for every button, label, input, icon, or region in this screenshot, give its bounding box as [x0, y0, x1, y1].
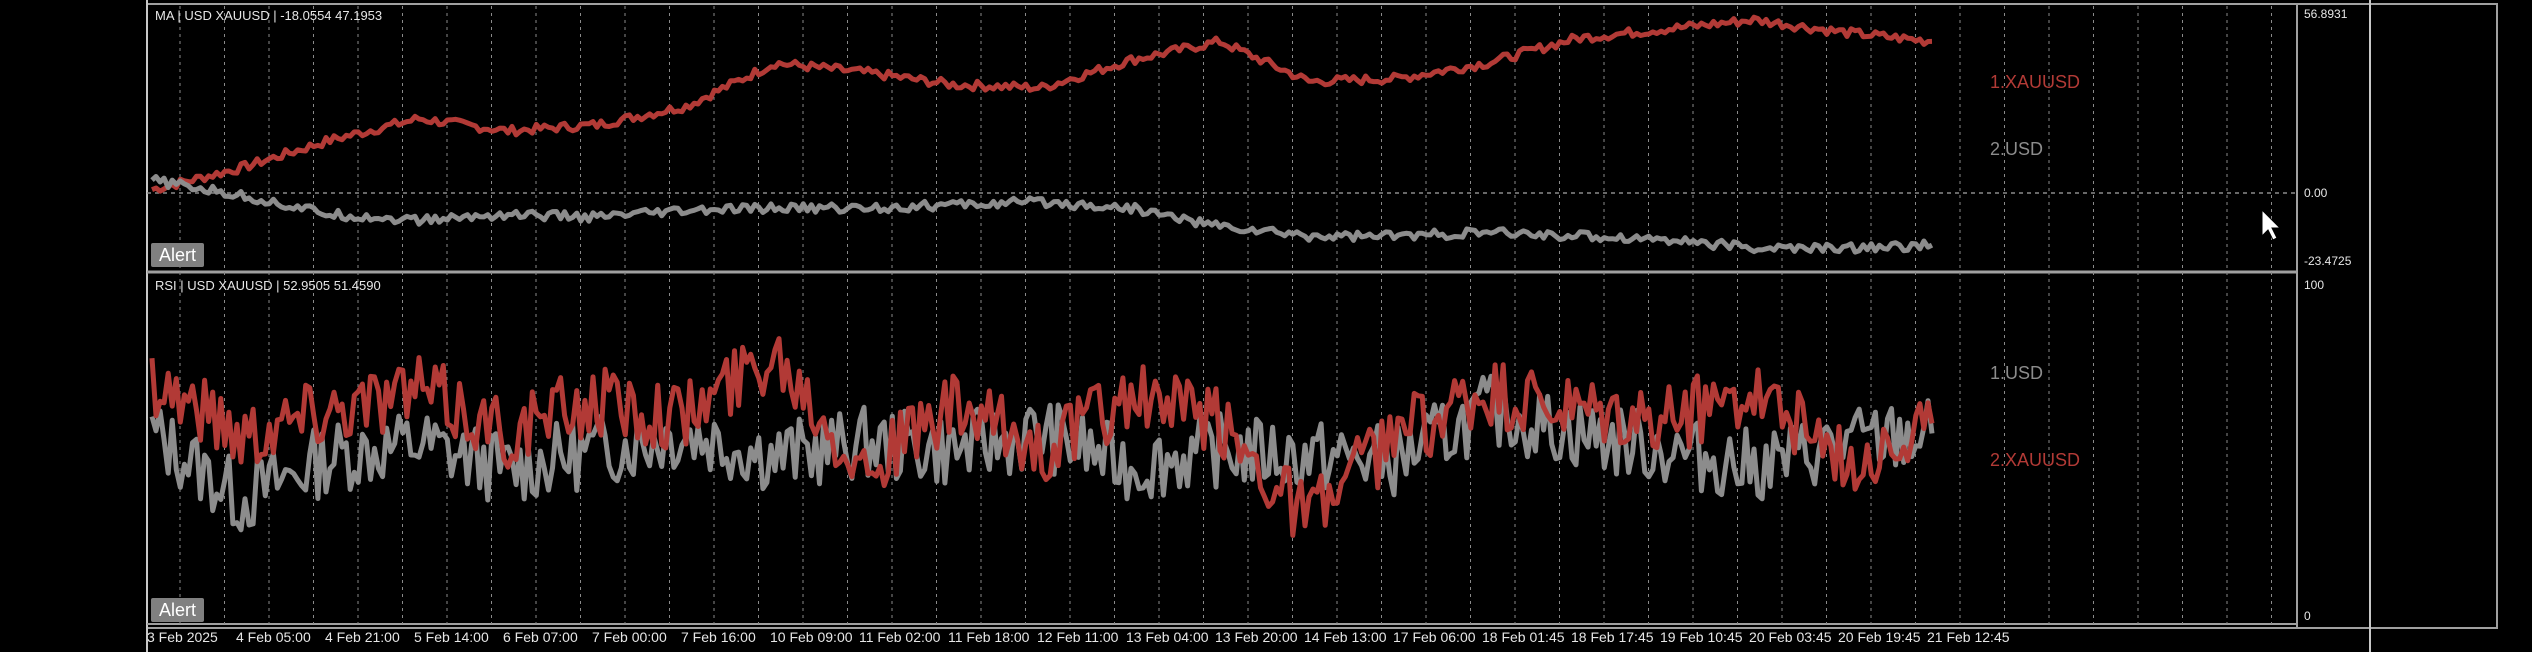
chart-border — [146, 3, 2498, 629]
rsi-alert-button[interactable]: Alert — [151, 598, 205, 622]
rsi-legend-xauusd: 2.XAUUSD — [1990, 450, 2081, 470]
time-axis-label: 20 Feb 03:45 — [1749, 629, 1832, 645]
time-axis-label: 21 Feb 12:45 — [1927, 629, 2010, 645]
rsi-scale-top: 100 — [2304, 278, 2325, 292]
rsi-panel-label: RSI | USD XAUUSD | 52.9505 51.4590 — [155, 278, 381, 293]
series-line-1-xauusd — [151, 14, 1933, 194]
time-axis-label: 11 Feb 02:00 — [859, 629, 941, 645]
ma-legend-xauusd: 1.XAUUSD — [1990, 72, 2081, 92]
ma-scale-zero: 0.00 — [2304, 186, 2328, 200]
time-axis-label: 4 Feb 05:00 — [236, 629, 311, 645]
vertical-gridlines — [179, 6, 2272, 624]
ma-alert-button[interactable]: Alert — [151, 243, 205, 267]
mouse-cursor-icon — [2261, 208, 2282, 241]
series-line-2-usd — [150, 174, 1934, 255]
time-axis-label: 13 Feb 04:00 — [1126, 629, 1209, 645]
time-axis-label: 7 Feb 16:00 — [681, 629, 756, 645]
ma-scale-bottom: -23.4725 — [2304, 254, 2352, 268]
ma-scale-top: 56.8931 — [2304, 7, 2348, 21]
time-axis-label: 5 Feb 14:00 — [414, 629, 489, 645]
time-axis-label: 7 Feb 00:00 — [592, 629, 667, 645]
ma-panel-label: MA | USD XAUUSD | -18.0554 47.1953 — [155, 8, 383, 23]
ma-legend-usd: 2.USD — [1990, 139, 2044, 159]
time-axis-label: 19 Feb 10:45 — [1660, 629, 1743, 645]
rsi-scale-bottom: 0 — [2304, 609, 2311, 623]
time-axis-label: 4 Feb 21:00 — [325, 629, 400, 645]
time-axis-label: 18 Feb 17:45 — [1571, 629, 1654, 645]
time-axis-label: 11 Feb 18:00 — [948, 629, 1030, 645]
rsi-legend-usd: 1.USD — [1990, 363, 2044, 383]
time-axis-label: 13 Feb 20:00 — [1215, 629, 1298, 645]
time-axis-label: 18 Feb 01:45 — [1482, 629, 1565, 645]
time-axis-label: 3 Feb 2025 — [147, 629, 218, 645]
time-axis-label: 17 Feb 06:00 — [1393, 629, 1476, 645]
ma-plot-area[interactable] — [150, 14, 1934, 255]
time-axis-label: 14 Feb 13:00 — [1304, 629, 1387, 645]
time-axis-label: 6 Feb 07:00 — [503, 629, 578, 645]
time-axis-label: 12 Feb 11:00 — [1037, 629, 1119, 645]
time-axis-label: 10 Feb 09:00 — [770, 629, 853, 645]
series-line-2-xauusd — [149, 336, 1935, 538]
rsi-plot-area[interactable] — [149, 336, 1935, 538]
time-axis-label: 20 Feb 19:45 — [1838, 629, 1921, 645]
